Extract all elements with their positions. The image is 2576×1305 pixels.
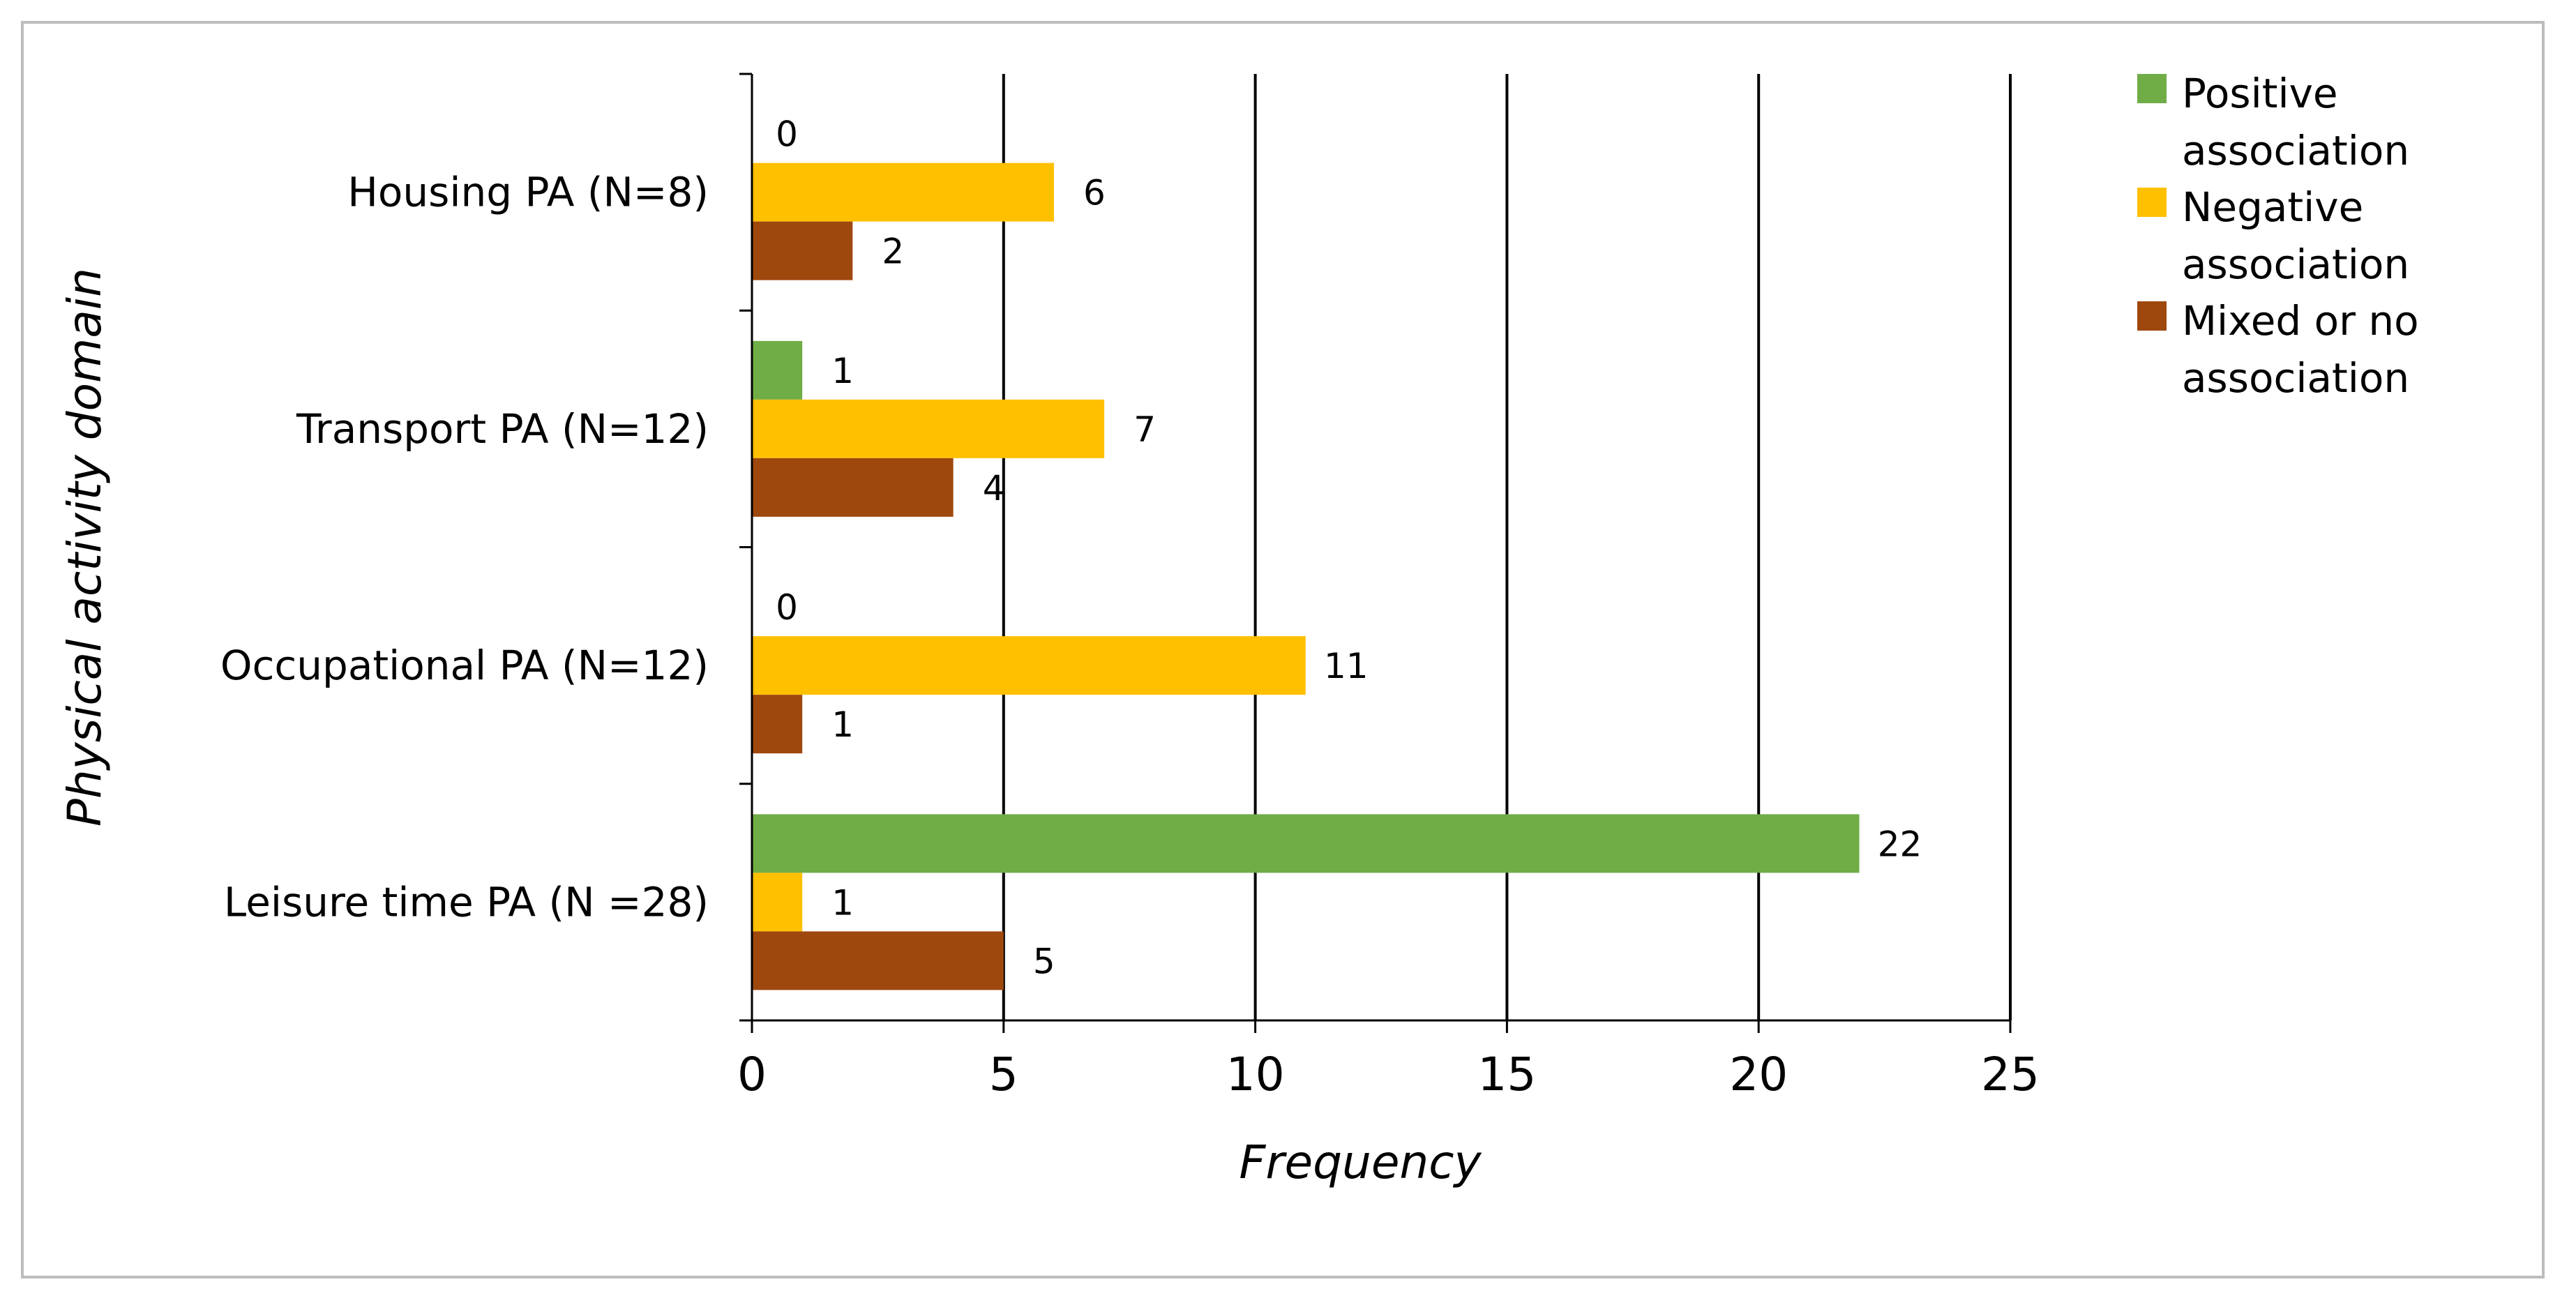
data-label: 1 <box>831 351 854 391</box>
data-label: 11 <box>1324 646 1369 686</box>
axes <box>739 73 2012 1033</box>
bars <box>752 163 1860 990</box>
x-tick-label: 10 <box>1226 1048 1285 1101</box>
category-label: Occupational PA (N=12) <box>220 642 709 689</box>
x-axis-title: Frequency <box>1239 1136 1482 1189</box>
x-tick-label: 0 <box>737 1048 767 1101</box>
data-label: 1 <box>831 704 854 745</box>
bar <box>752 221 853 280</box>
bar <box>752 340 803 400</box>
x-tick-label: 25 <box>1981 1048 2040 1101</box>
legend-label: Positive <box>2182 70 2338 117</box>
bar <box>752 399 1105 458</box>
legend: Positive association Negative association Mi… <box>2137 70 2419 402</box>
data-label: 0 <box>776 114 798 155</box>
legend-label: Mixed or no <box>2182 297 2419 345</box>
data-label: 6 <box>1083 173 1106 213</box>
legend-label: association <box>2182 354 2409 402</box>
bar <box>752 931 1004 990</box>
x-tick-label: 20 <box>1729 1048 1788 1101</box>
bar <box>752 458 954 517</box>
bar <box>752 814 1860 873</box>
legend-swatch <box>2137 188 2167 217</box>
legend-label: Negative <box>2182 183 2363 231</box>
y-axis-title: Physical activity domain <box>58 268 112 827</box>
data-label: 1 <box>831 882 854 923</box>
chart-frame: 0 6 2 1 7 4 0 11 1 22 1 5 Housing PA (N=8) Transport… <box>21 21 2545 1278</box>
legend-swatch <box>2137 74 2167 103</box>
bar <box>752 873 803 932</box>
category-label: Transport PA (N=12) <box>296 405 709 453</box>
x-tick-label: 5 <box>989 1048 1018 1101</box>
bar <box>752 695 803 754</box>
category-labels: Housing PA (N=8) Transport PA (N=12) Occup… <box>220 169 709 926</box>
bar <box>752 636 1306 695</box>
data-label: 2 <box>882 232 904 272</box>
gridlines <box>1002 74 2012 1020</box>
x-tick-label: 15 <box>1477 1048 1536 1101</box>
category-label: Housing PA (N=8) <box>347 169 709 216</box>
category-label: Leisure time PA (N =28) <box>224 878 709 926</box>
data-label: 7 <box>1133 409 1156 450</box>
data-label: 22 <box>1878 824 1922 864</box>
data-label: 4 <box>983 468 1005 508</box>
bar <box>752 163 1054 222</box>
legend-swatch <box>2137 301 2167 331</box>
data-label: 0 <box>776 587 798 628</box>
x-tick-labels: 0 5 10 15 20 25 <box>737 1048 2040 1101</box>
legend-label: association <box>2182 127 2409 174</box>
data-label: 5 <box>1033 941 1055 981</box>
legend-label: association <box>2182 241 2409 288</box>
